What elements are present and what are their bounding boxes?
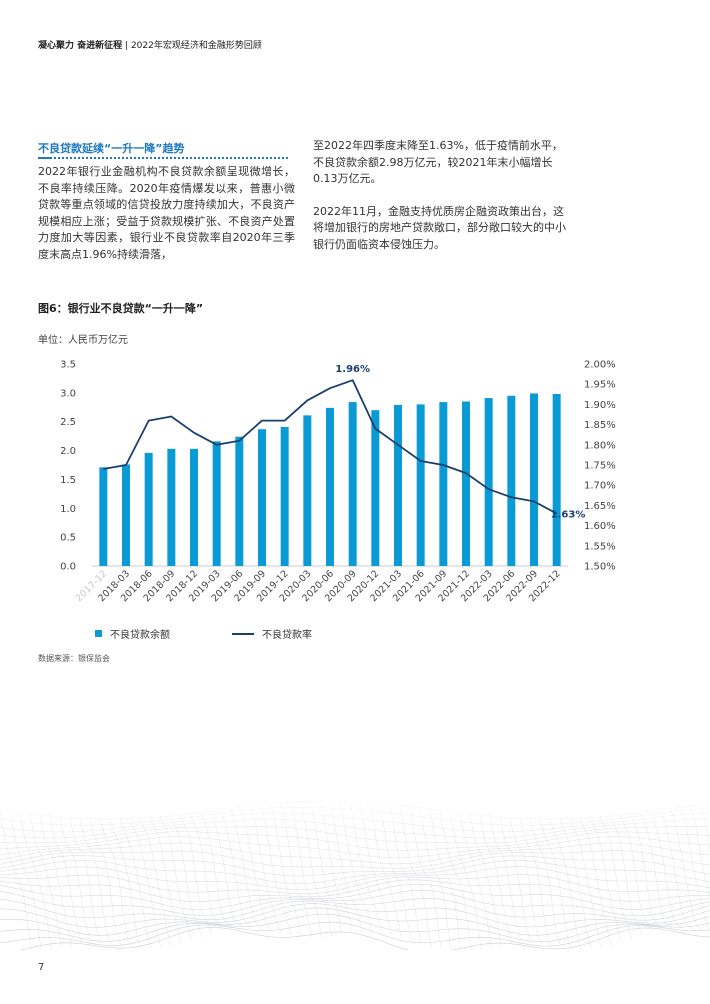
- legend-line-label: 不良贷款率: [262, 630, 312, 641]
- bar-npl-balance: [122, 464, 130, 566]
- bar-npl-balance: [552, 394, 561, 566]
- left-axis-tick-label: 2.0: [60, 446, 76, 457]
- bar-npl-balance: [258, 429, 266, 566]
- page-number: 7: [38, 962, 45, 973]
- right-axis-tick-label: 1.65%: [584, 501, 616, 512]
- bar-npl-balance: [303, 415, 312, 566]
- legend-bar-label: 不良贷款余额: [110, 630, 170, 641]
- bar-npl-balance: [144, 452, 153, 566]
- bar-npl-balance: [348, 402, 357, 566]
- header-slogan: 凝心聚力 奋进新征程: [38, 41, 123, 51]
- line-npl-ratio: [103, 379, 558, 515]
- chart-legend: 不良贷款余额 不良贷款率: [95, 626, 312, 641]
- bar-npl-balance: [326, 407, 334, 566]
- bar-npl-balance: [212, 441, 221, 566]
- right-axis-tick-label: 1.95%: [584, 380, 616, 391]
- left-axis-tick-label: 1.0: [60, 504, 76, 515]
- bar-npl-balance: [280, 426, 289, 566]
- header-title: 2022年宏观经济和金融形势回顾: [130, 41, 262, 51]
- bar-npl-balance: [439, 402, 448, 566]
- right-axis-tick-label: 1.70%: [584, 481, 616, 492]
- bar-npl-balance: [530, 393, 538, 566]
- decorative-wave-mesh: [0, 790, 710, 950]
- bar-npl-balance: [394, 404, 402, 566]
- section-divider: [38, 157, 288, 161]
- left-axis-tick-label: 0.5: [60, 533, 76, 544]
- left-column: 2022年银行业金融机构不良贷款余额呈现微增长，不良率持续压降。2020年疫情爆…: [38, 164, 295, 264]
- bar-npl-balance: [371, 410, 380, 566]
- legend-bar-swatch: [95, 630, 102, 637]
- bar-npl-balance: [507, 395, 516, 566]
- left-paragraph: 2022年银行业金融机构不良贷款余额呈现微增长，不良率持续压降。2020年疫情爆…: [38, 165, 295, 261]
- figure-source: 数据来源：银保监会: [38, 654, 110, 663]
- right-axis-tick-label: 1.90%: [584, 400, 616, 411]
- left-axis-tick-label: 0.0: [60, 562, 76, 573]
- right-axis-tick-label: 1.60%: [584, 521, 616, 532]
- right-paragraph-1: 至2022年四季度末降至1.63%，低于疫情前水平，不良贷款余额2.98万亿元，…: [313, 139, 563, 186]
- right-column: 至2022年四季度末降至1.63%，低于疫情前水平，不良贷款余额2.98万亿元，…: [313, 138, 571, 270]
- legend-line-swatch: [232, 632, 254, 635]
- right-axis-tick-label: 1.80%: [584, 440, 616, 451]
- figure-title: 图6：银行业不良贷款“一升一降”: [38, 302, 204, 315]
- running-header: 凝心聚力 奋进新征程 | 2022年宏观经济和金融形势回顾: [38, 38, 262, 51]
- bar-npl-balance: [484, 398, 493, 566]
- bar-npl-balance: [462, 401, 470, 566]
- section-title: 不良贷款延续“一升一降”趋势: [38, 142, 185, 155]
- bar-npl-balance: [99, 467, 108, 566]
- right-axis-tick-label: 1.50%: [584, 562, 616, 573]
- left-axis-tick-label: 3.5: [60, 360, 76, 371]
- right-axis-tick-label: 1.85%: [584, 420, 616, 431]
- bar-npl-balance: [416, 404, 425, 566]
- npl-chart: 0.00.51.01.52.02.53.03.51.50%1.55%1.60%1…: [60, 360, 616, 605]
- figure-unit: 单位：人民币万亿元: [38, 335, 128, 346]
- header-separator: |: [125, 41, 129, 51]
- right-axis-tick-label: 1.55%: [584, 541, 616, 552]
- left-axis-tick-label: 3.0: [60, 388, 76, 399]
- right-paragraph-2: 2022年11月，金融支持优质房企融资政策出台，这将增加银行的房地产贷款敞口，部…: [313, 204, 566, 251]
- left-axis-tick-label: 1.5: [60, 475, 76, 486]
- right-axis-tick-label: 1.75%: [584, 461, 616, 472]
- right-axis-tick-label: 2.00%: [584, 360, 616, 371]
- data-label: 1.96%: [335, 364, 370, 375]
- bar-npl-balance: [167, 448, 176, 566]
- data-label: 1.63%: [551, 509, 586, 520]
- bar-npl-balance: [235, 436, 244, 566]
- bar-npl-balance: [190, 448, 198, 566]
- left-axis-tick-label: 2.5: [60, 417, 76, 428]
